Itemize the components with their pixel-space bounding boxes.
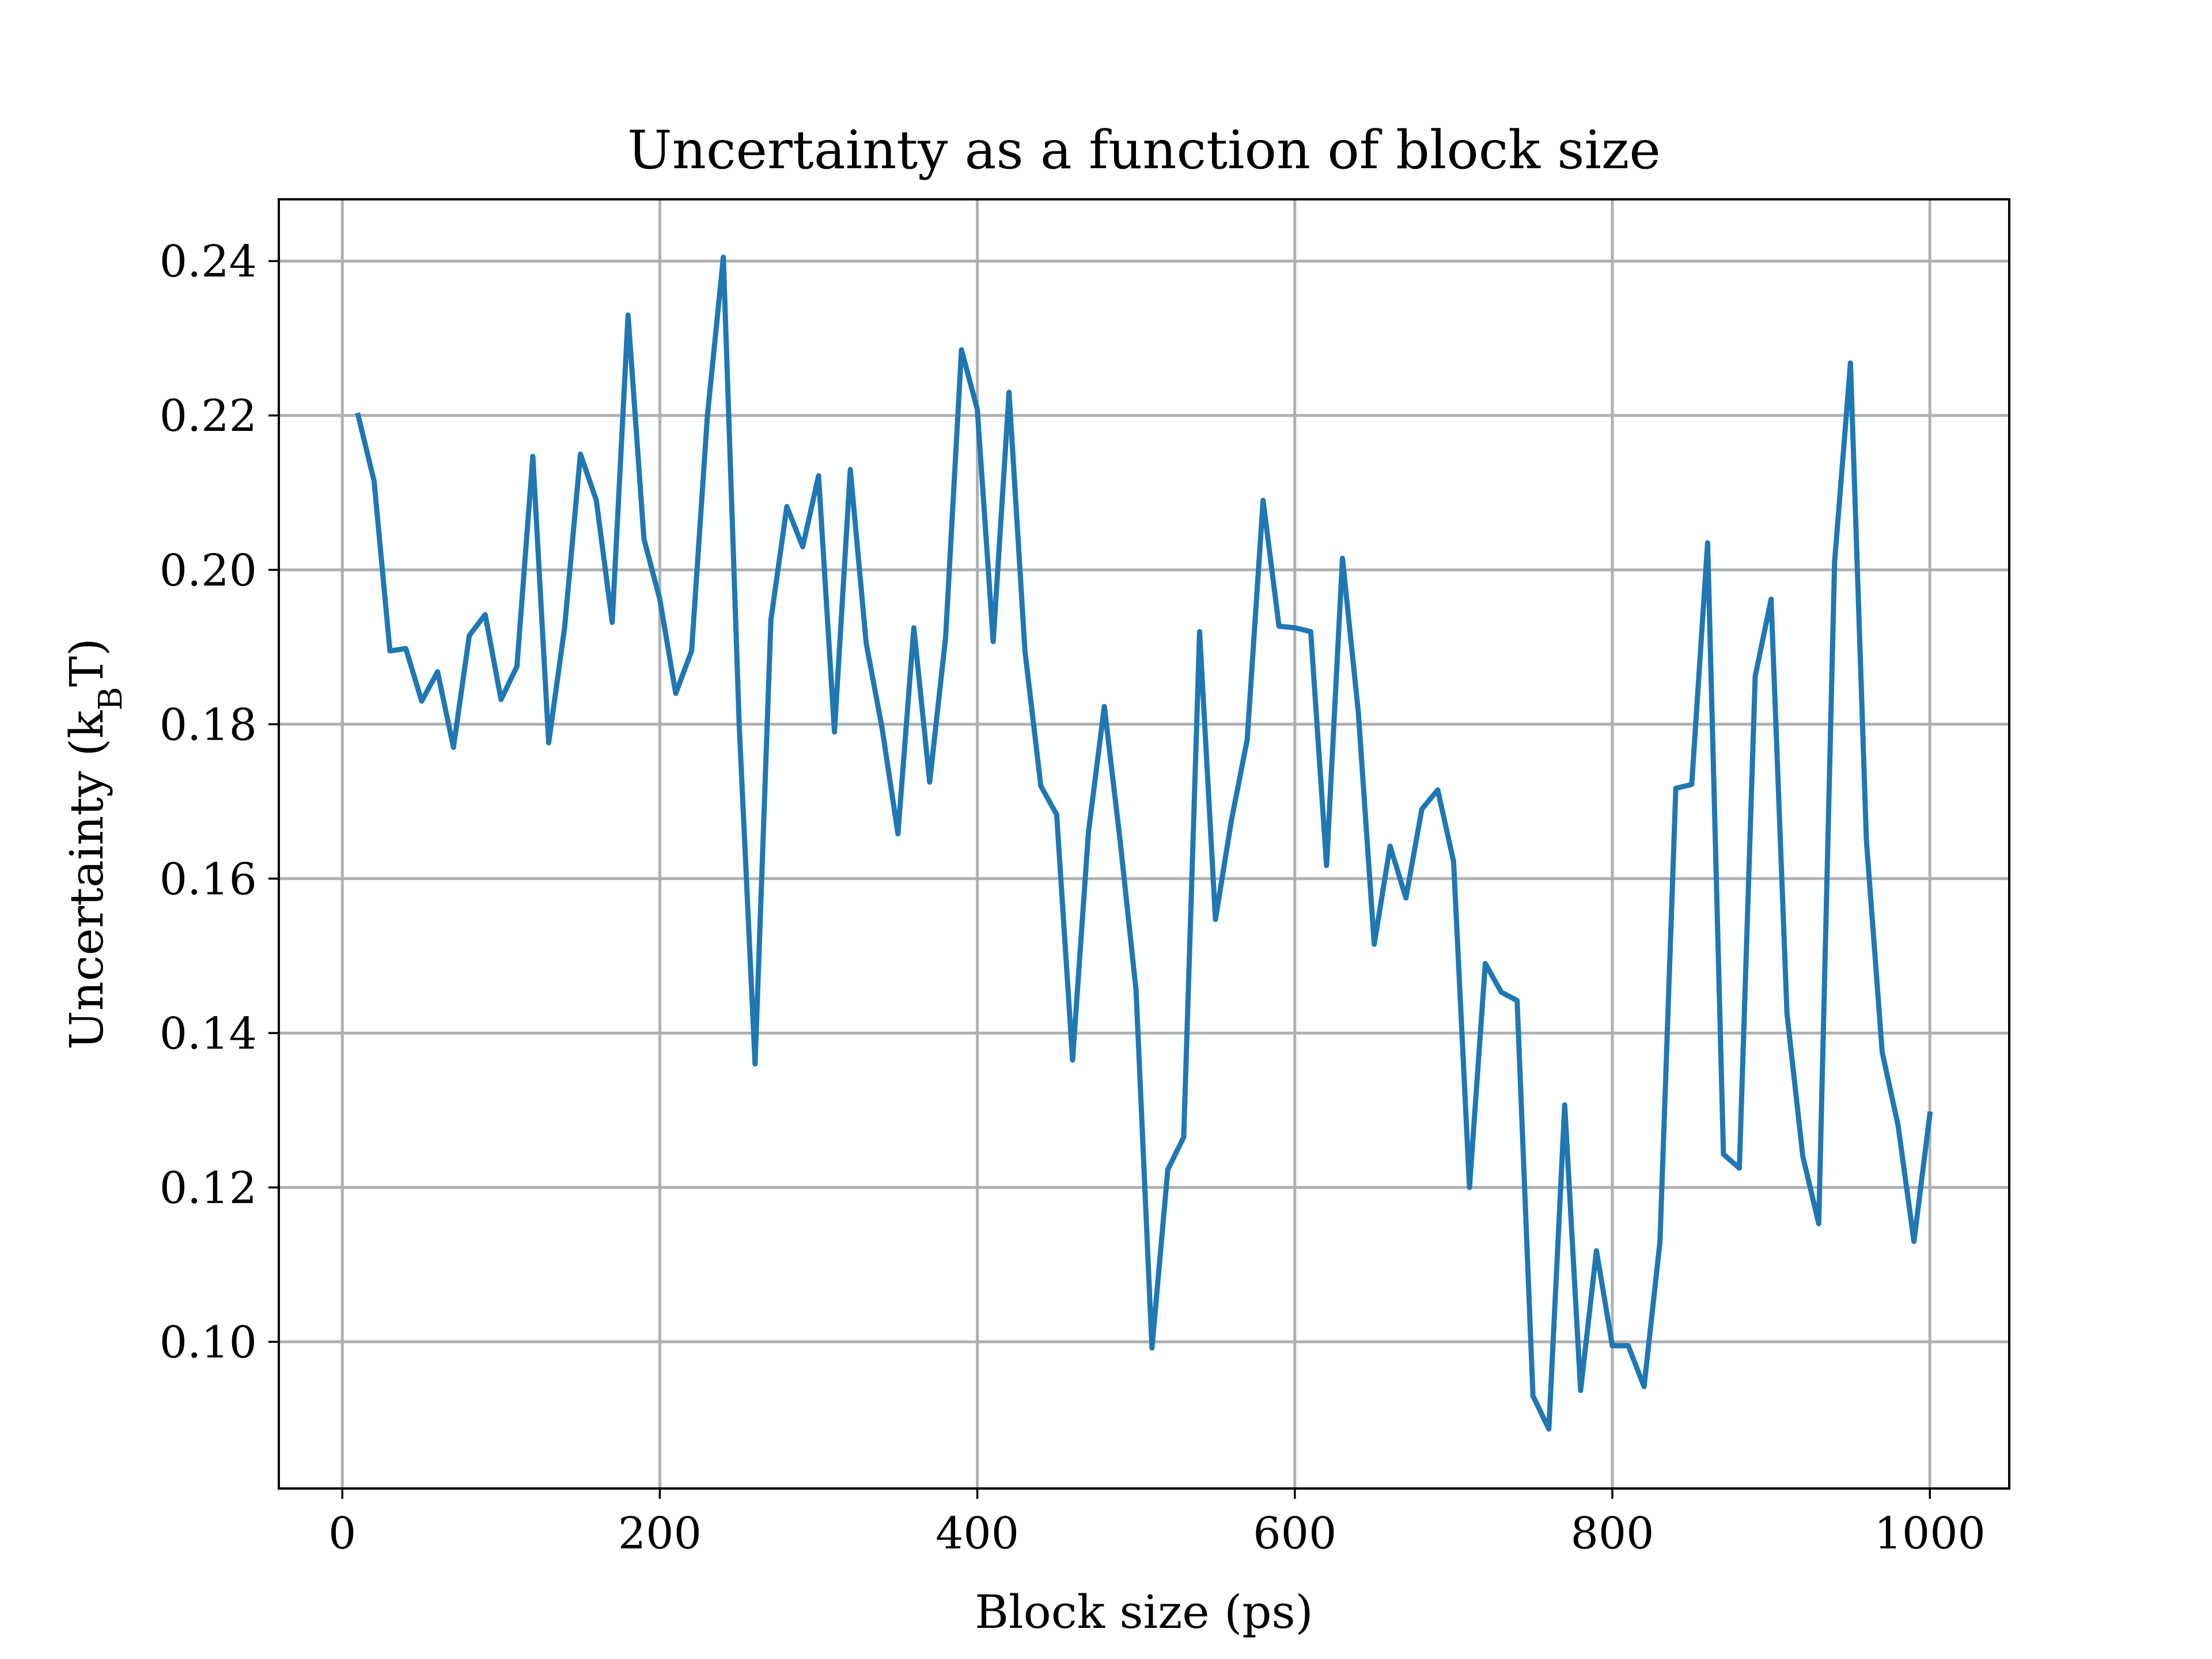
grid-lines [279, 199, 2009, 1488]
x-tick-label: 800 [1570, 1508, 1654, 1559]
plot-frame [278, 198, 2010, 1490]
y-axis-label-subscript: B [92, 687, 130, 710]
x-tick-label: 200 [618, 1508, 702, 1559]
y-tick-label: 0.18 [160, 699, 257, 750]
y-tick-label: 0.22 [160, 390, 257, 441]
y-axis-label-suffix: T) [60, 638, 113, 687]
y-tick-label: 0.20 [160, 544, 257, 596]
x-tick-label: 0 [328, 1508, 356, 1559]
chart-title: Uncertainty as a function of block size [627, 119, 1661, 181]
y-tick-label: 0.16 [160, 853, 257, 904]
x-tick-label: 1000 [1874, 1508, 1985, 1559]
axis-ticks [268, 260, 1931, 1499]
y-axis-label: Uncertainty (kBT) [60, 638, 130, 1050]
y-tick-label: 0.12 [160, 1162, 257, 1213]
x-axis-label: Block size (ps) [975, 1585, 1313, 1639]
y-tick-label: 0.24 [160, 236, 257, 287]
series-layer [355, 255, 1933, 1432]
x-tick-label: 400 [935, 1508, 1019, 1559]
y-tick-label: 0.14 [160, 1007, 257, 1059]
series-line [355, 255, 1933, 1432]
x-tick-label: 600 [1253, 1508, 1336, 1559]
y-tick-label: 0.10 [160, 1316, 257, 1368]
axis-tick-labels: 0 200 400 600 800 1000 0.10 0.12 0.14 0.16 0.18 0.2… [160, 236, 1986, 1559]
y-axis-label-prefix: Uncertainty (k [60, 710, 113, 1050]
